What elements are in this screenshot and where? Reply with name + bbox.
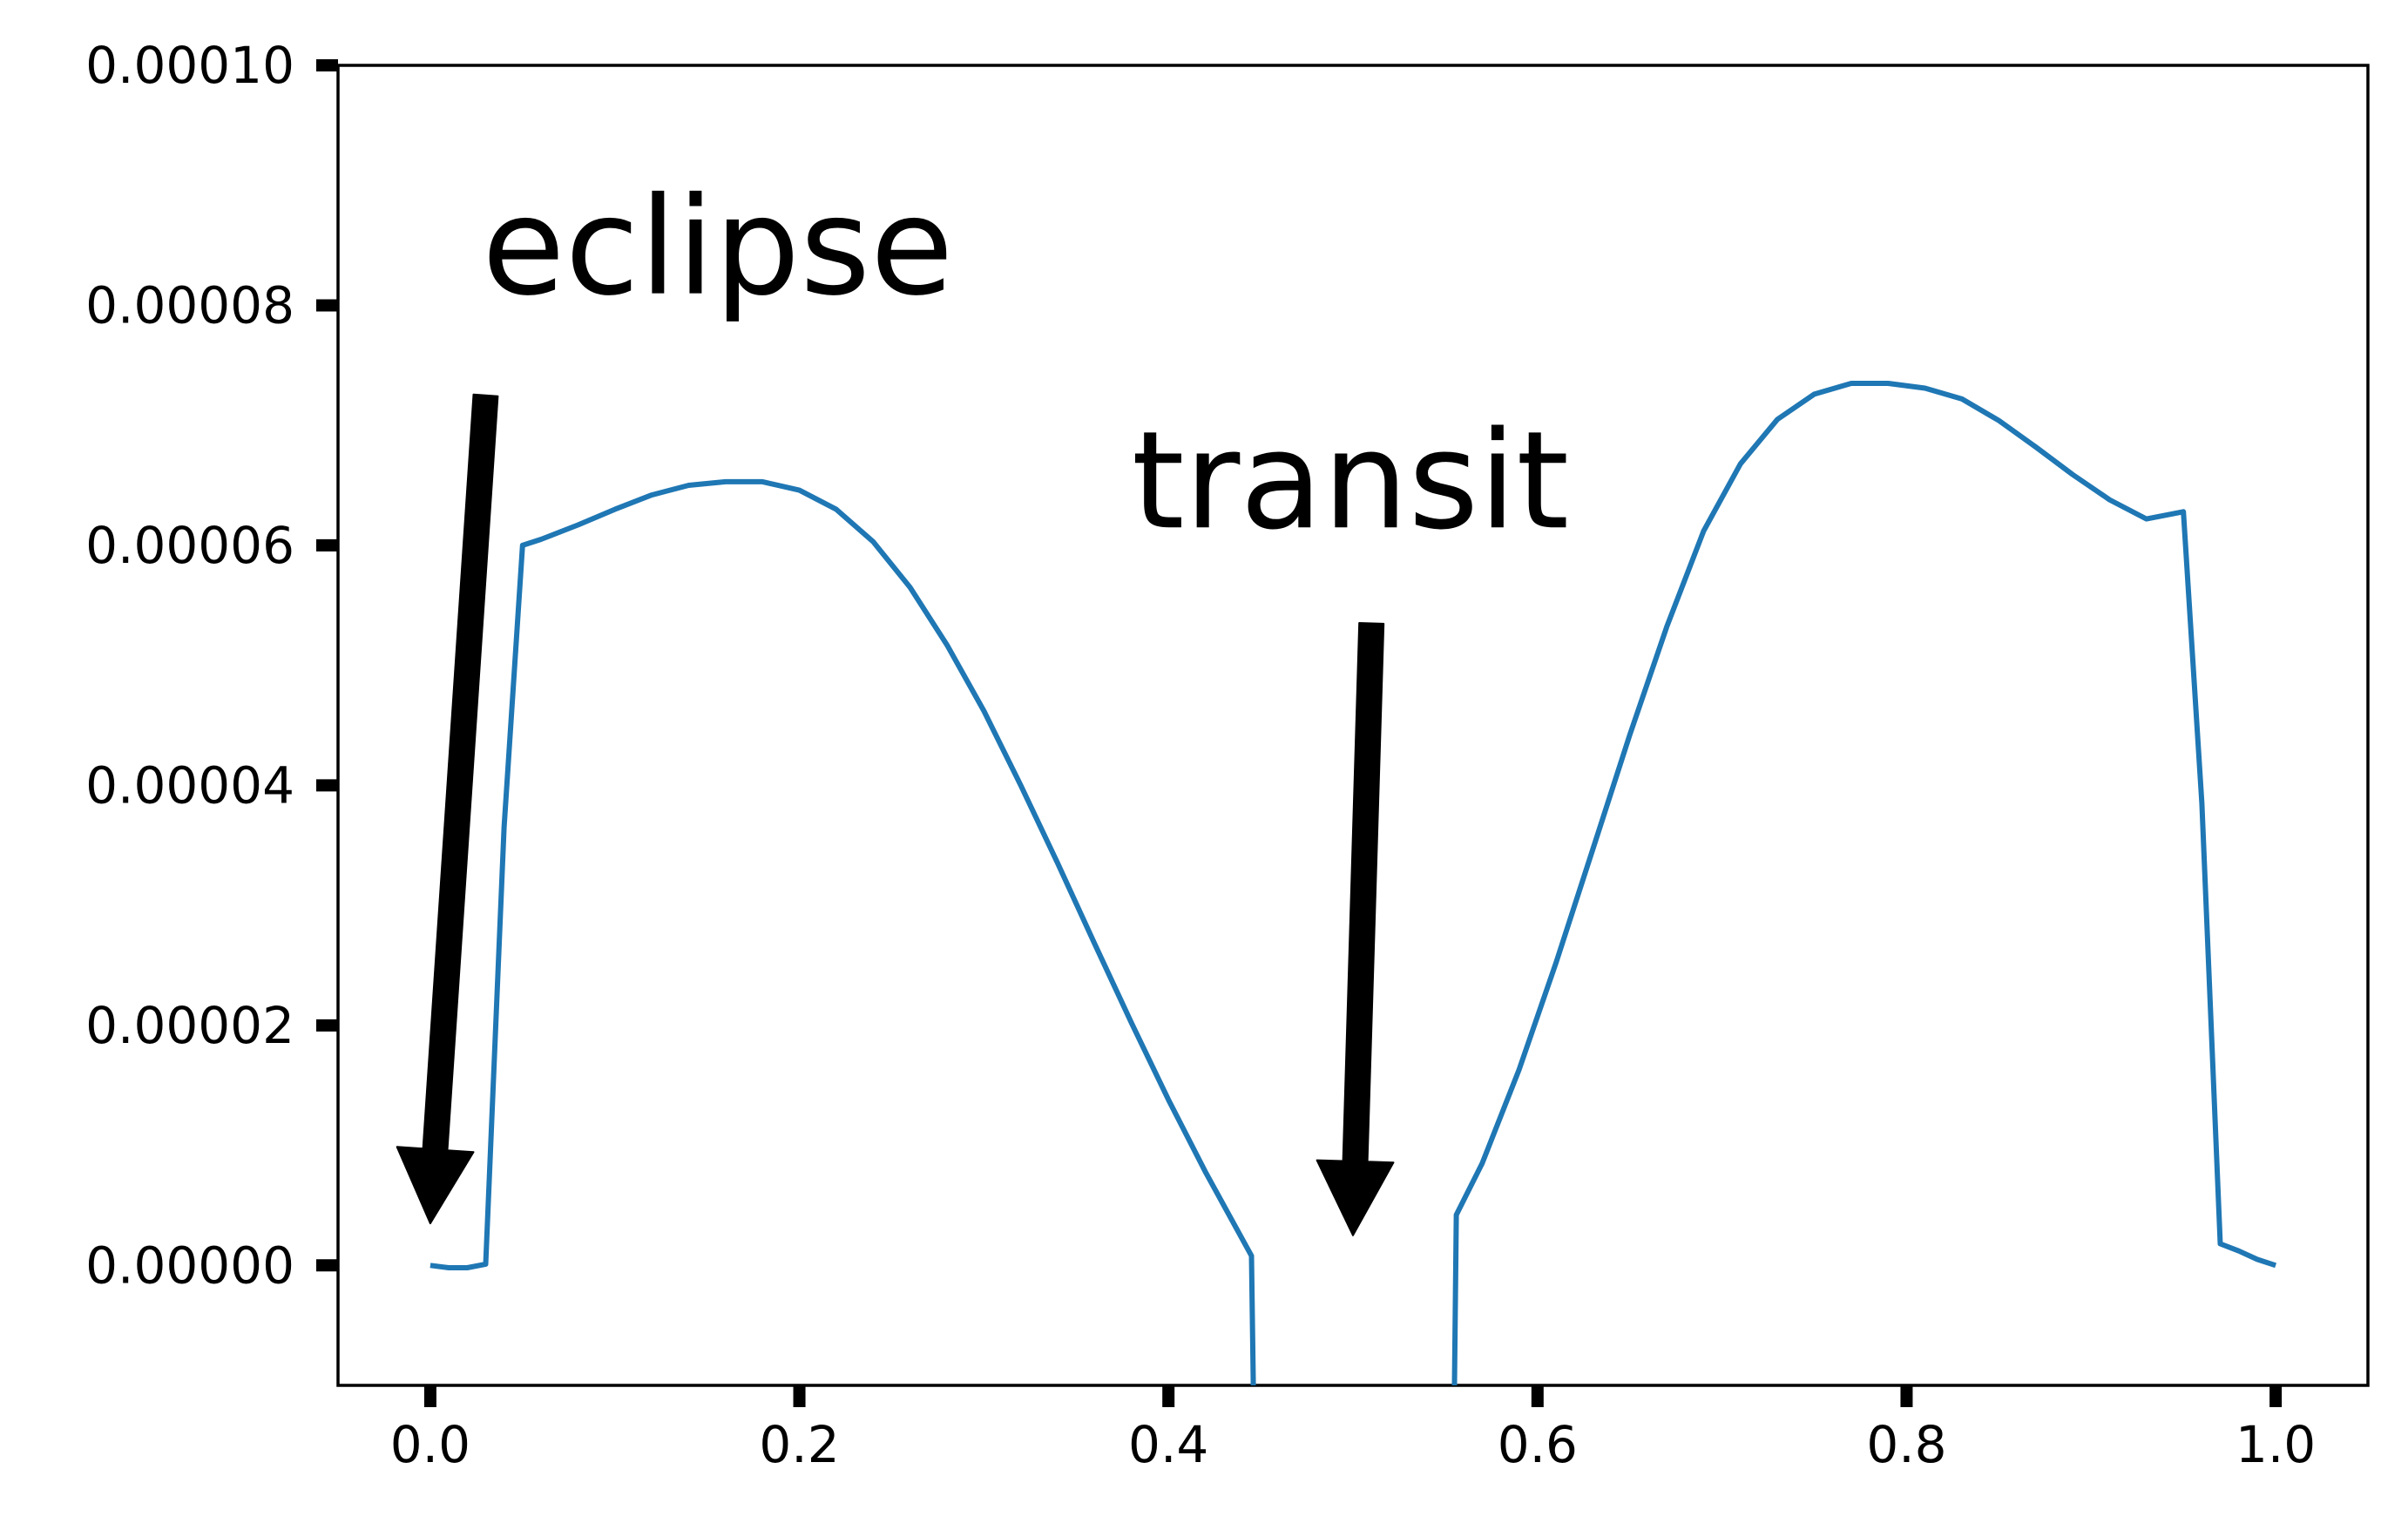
annotation-transit-label: transit [1132,402,1569,559]
y-tick-label: 0.00006 [85,516,294,575]
plot-frame [336,64,2370,1387]
data-layer [430,381,2277,1385]
annotation-transit-arrow [1316,622,1395,1236]
x-tick-label: 0.4 [1128,1415,1208,1474]
y-tick-label: 0.00000 [85,1236,294,1295]
y-tick-label: 0.00010 [85,36,294,95]
axes-layer: 0.00000 0.00002 0.00004 0.00006 0.00008 0.000… [85,36,2370,1474]
x-tick-label: 0.2 [759,1415,839,1474]
annotation-eclipse-label: eclipse [482,168,953,326]
x-tick-label: 0.8 [1866,1415,1946,1474]
x-tick-label: 0.0 [390,1415,470,1474]
x-tick-label: 1.0 [2236,1415,2316,1474]
x-tick-label: 0.6 [1498,1415,1578,1474]
y-tick-label: 0.00004 [85,755,294,815]
annotation-layer: eclipse transit [396,168,1569,1236]
y-tick-label: 0.00008 [85,275,294,335]
series-line-1 [1451,381,2277,1385]
series-line-0 [430,478,1256,1385]
annotation-eclipse-arrow [396,393,499,1225]
y-tick-label: 0.00002 [85,996,294,1055]
